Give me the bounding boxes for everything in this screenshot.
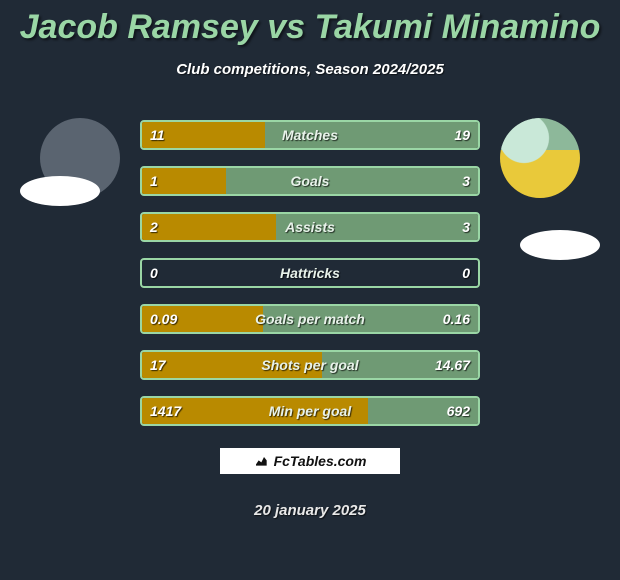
stat-row: 1119Matches (140, 120, 480, 150)
stat-row: 0.090.16Goals per match (140, 304, 480, 334)
chart-icon (254, 453, 270, 469)
stat-label: Assists (142, 219, 478, 235)
player-right-flag (520, 230, 600, 260)
player-right-avatar (500, 118, 580, 198)
date-text: 20 january 2025 (0, 502, 620, 519)
stat-label: Matches (142, 127, 478, 143)
stat-label: Hattricks (142, 265, 478, 281)
page-subtitle: Club competitions, Season 2024/2025 (0, 61, 620, 78)
stat-row: 23Assists (140, 212, 480, 242)
stat-row: 1417692Min per goal (140, 396, 480, 426)
brand-text: FcTables.com (274, 453, 367, 469)
stat-label: Min per goal (142, 403, 478, 419)
brand-badge: FcTables.com (220, 448, 400, 474)
stat-row: 1714.67Shots per goal (140, 350, 480, 380)
stat-row: 00Hattricks (140, 258, 480, 288)
stat-row: 13Goals (140, 166, 480, 196)
player-left-flag (20, 176, 100, 206)
stats-container: 1119Matches 13Goals 23Assists 00Hattricks 0.… (140, 120, 480, 442)
stat-label: Shots per goal (142, 357, 478, 373)
stat-label: Goals (142, 173, 478, 189)
page-title: Jacob Ramsey vs Takumi Minamino (0, 0, 620, 47)
stat-label: Goals per match (142, 311, 478, 327)
